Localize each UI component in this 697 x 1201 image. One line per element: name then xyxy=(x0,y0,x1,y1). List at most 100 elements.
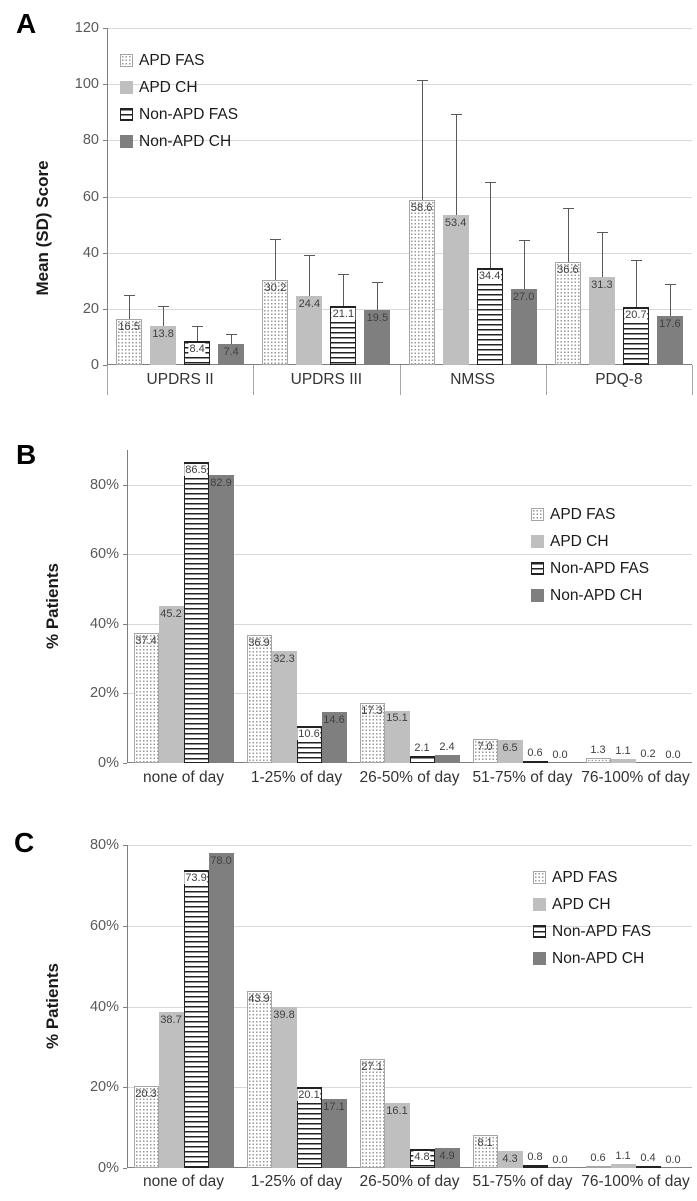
y-tick-mark xyxy=(103,308,107,310)
gridline xyxy=(127,484,692,486)
legend-item-label: APD CH xyxy=(552,895,611,913)
bar-value-label: 20.3 xyxy=(135,1088,157,1101)
y-tick-label: 20 xyxy=(82,300,99,317)
y-tick-mark xyxy=(123,845,127,846)
y-tick-label: 60 xyxy=(82,188,99,205)
bar-value-label: 86.5 xyxy=(184,464,208,477)
category-label: 26-50% of day xyxy=(359,769,460,786)
bar-value-label: 17.1 xyxy=(323,1100,345,1113)
gridline xyxy=(107,28,692,29)
bar-value-label: 17.6 xyxy=(659,317,681,330)
y-axis-title-b: % Patients xyxy=(43,563,62,649)
bar-value-label: 36.9 xyxy=(248,636,270,649)
y-tick-label: 40 xyxy=(82,244,99,261)
legend-item: Non-APD CH xyxy=(533,945,651,972)
bar xyxy=(408,200,435,365)
error-bar-cap xyxy=(416,79,428,81)
legend-item: APD FAS xyxy=(533,864,651,891)
bar-value-label: 2.1 xyxy=(414,741,430,754)
y-tick-label: 120 xyxy=(74,20,99,36)
bar-value-label: 0.6 xyxy=(527,746,543,759)
legend-swatch-dots-icon xyxy=(120,54,133,67)
bar xyxy=(183,462,209,763)
legend-item: APD CH xyxy=(120,74,238,101)
bar xyxy=(246,990,272,1168)
y-tick-mark xyxy=(123,1168,127,1169)
bar xyxy=(133,1086,159,1168)
error-bar xyxy=(635,259,637,307)
bar xyxy=(522,760,548,763)
y-tick-label: 0% xyxy=(98,755,119,771)
bar-value-label: 19.5 xyxy=(366,312,389,325)
category-label: 26-50% of day xyxy=(359,1173,460,1190)
error-bar-cap xyxy=(372,282,384,284)
bar-value-label: 16.1 xyxy=(386,1104,408,1117)
y-tick-mark xyxy=(123,925,127,927)
bar xyxy=(585,1165,611,1168)
category-label: none of day xyxy=(142,769,224,786)
bar xyxy=(434,1148,460,1168)
category-separator xyxy=(692,365,693,395)
bar xyxy=(262,280,289,365)
legend-swatch-hlines-icon xyxy=(120,108,133,121)
category-label: PDQ-8 xyxy=(595,371,643,388)
bar-value-label: 39.8 xyxy=(273,1009,295,1022)
y-tick-label: 80 xyxy=(82,132,99,149)
category-label: UPDRS III xyxy=(290,371,363,388)
panel-c-plot-area: 20.3 38.7 73.9 78.0 43.9 39.8 20.1 17.1 27.1 16.1… xyxy=(123,845,692,1169)
bar xyxy=(116,318,143,365)
bar xyxy=(434,754,460,763)
bar-value-label: 2.4 xyxy=(439,740,455,753)
bar xyxy=(208,474,234,763)
legend-item-label: APD FAS xyxy=(139,51,205,69)
error-bar-cap xyxy=(226,334,238,336)
legend-swatch-solid-light-icon xyxy=(533,898,546,911)
bar xyxy=(610,759,636,763)
bar xyxy=(133,632,159,763)
error-bar-cap xyxy=(562,207,574,209)
category-separator xyxy=(253,365,255,395)
bar-value-label: 78.0 xyxy=(210,855,232,868)
bar-value-label: 4.9 xyxy=(439,1150,455,1163)
category-label: 51-75% of day xyxy=(472,769,573,786)
y-tick-label: 0 xyxy=(90,357,99,373)
bar xyxy=(364,310,391,365)
y-tick-label: 40% xyxy=(89,998,119,1015)
y-tick-mark xyxy=(123,623,127,625)
bar-value-label: 15.1 xyxy=(386,712,408,725)
bar-value-label: 0.0 xyxy=(552,749,568,761)
bar-value-label: 0.0 xyxy=(665,749,681,761)
error-bar-cap xyxy=(484,182,496,184)
category-label: 76-100% of day xyxy=(581,1173,690,1190)
category-label: none of day xyxy=(142,1173,224,1190)
legend-swatch-hlines-icon xyxy=(533,925,546,938)
y-axis-line xyxy=(127,450,128,763)
gridline xyxy=(127,693,692,695)
legend-item-label: APD FAS xyxy=(552,868,618,886)
bar xyxy=(271,1007,297,1168)
legend-item: Non-APD FAS xyxy=(531,555,649,582)
bar-value-label: 1.3 xyxy=(590,744,606,757)
y-axis-line xyxy=(127,845,128,1168)
y-tick-mark xyxy=(103,196,107,198)
bar xyxy=(183,869,209,1168)
bar xyxy=(442,215,469,365)
bar-value-label: 53.4 xyxy=(444,217,467,230)
category-separator xyxy=(399,365,401,395)
panel-a-plot-area: 16.5 13.8 8.4 7.4 30.2 24.4 21.1 19.5 58.6 53.4 34… xyxy=(103,28,693,395)
bar-value-label: 13.8 xyxy=(152,328,174,341)
legend-item-label: Non-APD FAS xyxy=(550,559,650,577)
y-tick-label: 40% xyxy=(89,615,119,632)
category-label: 51-75% of day xyxy=(472,1173,573,1190)
legend-item-label: Non-APD CH xyxy=(139,132,232,150)
y-tick-label: 80% xyxy=(89,476,119,493)
legend-swatch-solid-dark-icon xyxy=(120,135,133,148)
bar xyxy=(554,262,581,365)
bar-value-label: 6.5 xyxy=(502,742,518,755)
bar-value-label: 17.3 xyxy=(361,704,383,717)
bar-value-label: 21.1 xyxy=(331,307,356,320)
error-bar xyxy=(421,79,423,201)
panel-label-a: A xyxy=(16,8,37,39)
panel-b-plot-area: 37.4 45.2 86.5 82.9 36.9 32.3 10.6 14.6 17.3 15.1… xyxy=(123,450,692,764)
bar-value-label: 24.4 xyxy=(298,298,321,311)
